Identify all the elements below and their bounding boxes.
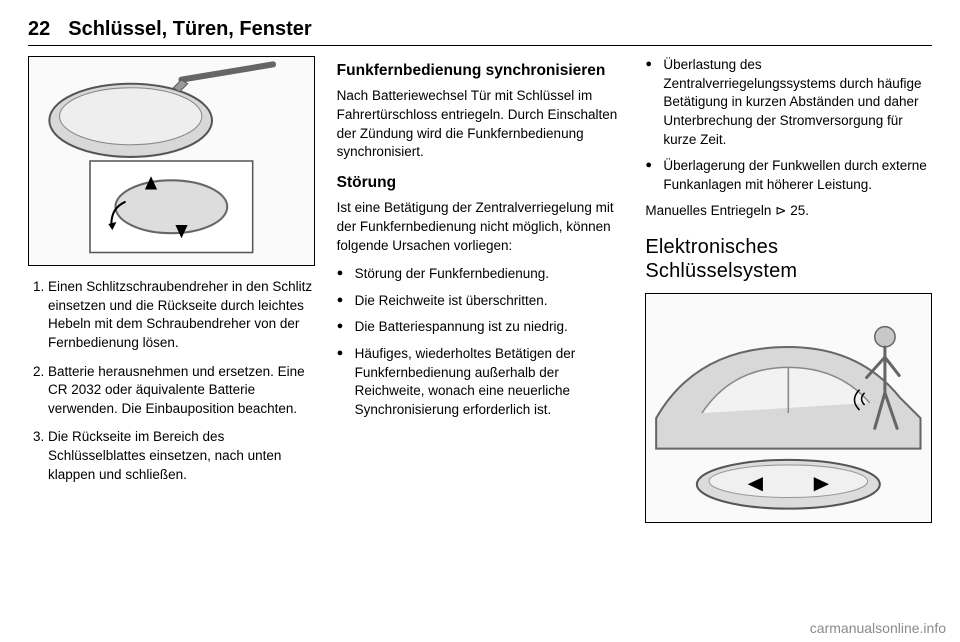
key-battery-illustration <box>29 57 314 265</box>
list-item: Häufiges, wiederholtes Betätigen der Fun… <box>337 345 624 420</box>
list-item: Die Batteriespannung ist zu niedrig. <box>337 318 624 337</box>
chapter-title: Schlüssel, Türen, Fenster <box>68 18 311 41</box>
column-container: Einen Schlitzschraubendreher in den Schl… <box>28 56 932 535</box>
list-item: Einen Schlitzschraubendreher in den Schl… <box>48 278 315 353</box>
page: 22 Schlüssel, Türen, Fenster <box>0 0 960 642</box>
watermark: carmanualsonline.info <box>810 620 946 636</box>
list-item: Überlagerung der Funkwellen durch extern… <box>645 157 932 194</box>
paragraph-sync: Nach Batteriewechsel Tür mit Schlüssel i… <box>337 87 624 162</box>
column-1: Einen Schlitzschraubendreher in den Schl… <box>28 56 315 535</box>
paragraph-fault-intro: Ist eine Betätigung der Zentralverriegel… <box>337 199 624 255</box>
heading-fault: Störung <box>337 172 624 193</box>
list-item: Die Reichweite ist überschritten. <box>337 292 624 311</box>
list-item: Störung der Funkfernbedienung. <box>337 265 624 284</box>
fault-list: Störung der Funkfernbedienung. Die Reich… <box>337 265 624 419</box>
figure-key-battery <box>28 56 315 266</box>
manual-unlock-page: 25. <box>790 203 809 218</box>
list-item: Überlastung des Zentralverriegelungssyst… <box>645 56 932 149</box>
column-3: Überlastung des Zentralverriegelungssyst… <box>645 56 932 535</box>
column-2: Funkfernbedienung synchronisieren Nach B… <box>337 56 624 535</box>
page-header: 22 Schlüssel, Türen, Fenster <box>28 18 932 46</box>
fault-list-continued: Überlastung des Zentralverriegelungssyst… <box>645 56 932 194</box>
list-item: Batterie herausnehmen und ersetzen. Eine… <box>48 363 315 419</box>
page-number: 22 <box>28 18 50 41</box>
manual-unlock-line: Manuelles Entriegeln 25. <box>645 202 932 221</box>
manual-unlock-text: Manuelles Entriegeln <box>645 203 775 218</box>
battery-steps-list: Einen Schlitzschraubendreher in den Schl… <box>28 278 315 484</box>
list-item: Die Rückseite im Bereich des Schlüsselbl… <box>48 428 315 484</box>
heading-sync: Funkfernbedienung synchronisieren <box>337 60 624 81</box>
figure-electronic-key <box>645 293 932 523</box>
electronic-key-illustration <box>646 294 931 522</box>
heading-electronic-key: Elektronisches Schlüsselsystem <box>645 235 932 283</box>
cross-reference-icon <box>775 203 790 218</box>
